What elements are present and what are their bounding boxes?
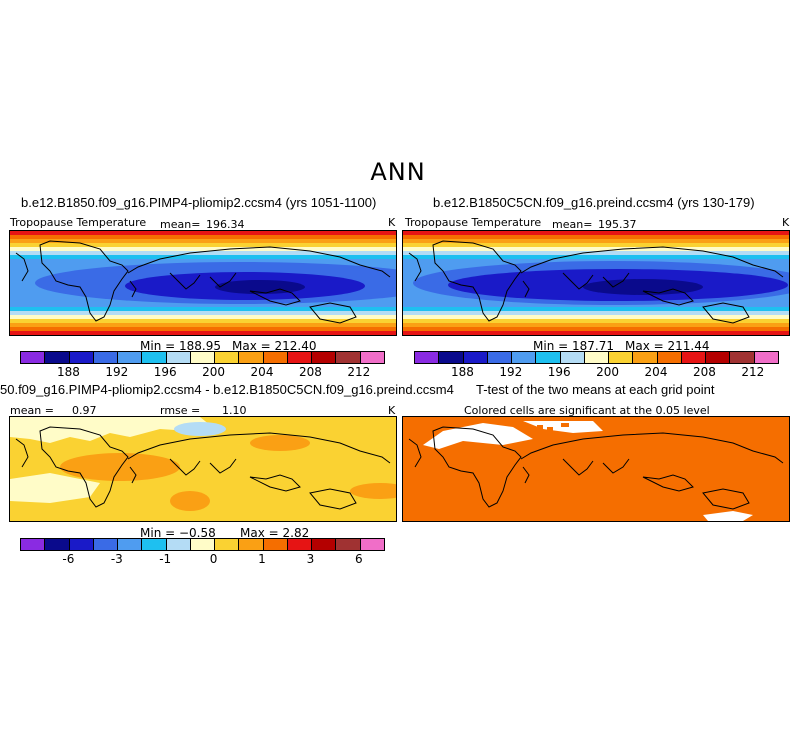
colorbar-tick-label: 192 [499, 365, 523, 379]
colorbar-tick-label: 208 [298, 365, 322, 379]
panel3-map [9, 416, 397, 522]
colorbar-tick-label: -6 [62, 552, 75, 566]
panel1-mean-value: 196.34 [206, 218, 245, 231]
colorbar-tick-label: 192 [105, 365, 129, 379]
panel1-variable: Tropopause Temperature [10, 216, 147, 229]
panel3-colorbar [20, 538, 385, 551]
colorbar-swatch [263, 352, 288, 363]
colorbar-tick-label: 208 [692, 365, 716, 379]
panel2-units: K [782, 216, 790, 229]
colorbar-swatch [166, 352, 191, 363]
panel3-rmse-label: rmse = [160, 404, 201, 417]
colorbar-tick-label: 204 [644, 365, 668, 379]
panel2-map [402, 230, 790, 336]
colorbar-swatch [609, 352, 634, 363]
colorbar-swatch [730, 352, 755, 363]
colorbar-swatch [69, 539, 94, 550]
panel1-mean-label: mean= [160, 218, 201, 231]
colorbar-swatch [633, 352, 658, 363]
colorbar-swatch [415, 352, 440, 363]
colorbar-swatch [21, 352, 46, 363]
colorbar-swatch [118, 539, 143, 550]
colorbar-tick-label: 196 [153, 365, 177, 379]
colorbar-swatch [215, 352, 240, 363]
colorbar-swatch [336, 539, 361, 550]
colorbar-swatch [360, 539, 384, 550]
colorbar-swatch [263, 539, 288, 550]
colorbar-swatch [312, 352, 337, 363]
colorbar-swatch [93, 539, 119, 550]
colorbar-swatch [118, 352, 143, 363]
colorbar-swatch [512, 352, 537, 363]
colorbar-swatch [190, 352, 216, 363]
colorbar-swatch [754, 352, 778, 363]
panel4-title: T-test of the two means at each grid poi… [476, 382, 715, 397]
colorbar-swatch [45, 352, 70, 363]
colorbar-tick-label: 188 [56, 365, 80, 379]
colorbar-tick-label: 204 [250, 365, 274, 379]
panel2-title: b.e12.B1850C5CN.f09_g16.preind.ccsm4 (yr… [433, 195, 755, 210]
colorbar-swatch [360, 352, 384, 363]
panel3-title: 50.f09_g16.PIMP4-pliomip2.ccsm4 - b.e12.… [0, 382, 454, 397]
colorbar-tick-label: -1 [159, 552, 172, 566]
colorbar-swatch [287, 352, 313, 363]
colorbar-swatch [239, 352, 264, 363]
colorbar-swatch [45, 539, 70, 550]
panel1-max: Max = 212.40 [232, 339, 317, 353]
colorbar-swatch [190, 539, 216, 550]
colorbar-swatch [142, 352, 167, 363]
colorbar-swatch [93, 352, 119, 363]
colorbar-tick-label: 1 [258, 552, 266, 566]
colorbar-swatch [312, 539, 337, 550]
colorbar-swatch [166, 539, 191, 550]
panel3-rmse-value: 1.10 [222, 404, 247, 417]
colorbar-swatch [21, 539, 46, 550]
colorbar-swatch [336, 352, 361, 363]
colorbar-tick-label: 196 [547, 365, 571, 379]
colorbar-swatch [239, 539, 264, 550]
panel2-min: Min = 187.71 [533, 339, 614, 353]
panel1-map [9, 230, 397, 336]
colorbar-swatch [142, 539, 167, 550]
panel3-units: K [388, 404, 396, 417]
panel2-max: Max = 211.44 [625, 339, 710, 353]
colorbar-swatch [584, 352, 610, 363]
panel2-mean-label: mean= [552, 218, 593, 231]
colorbar-swatch [439, 352, 464, 363]
panel4-subtitle: Colored cells are significant at the 0.0… [464, 404, 710, 417]
colorbar-tick-label: 212 [741, 365, 765, 379]
panel3-mean-value: 0.97 [72, 404, 97, 417]
colorbar-tick-label: 212 [347, 365, 371, 379]
colorbar-swatch [287, 539, 313, 550]
panel3-mean-label: mean = [10, 404, 54, 417]
panel4-map [402, 416, 790, 522]
colorbar-tick-label: 200 [202, 365, 226, 379]
panel1-min: Min = 188.95 [140, 339, 221, 353]
panel1-colorbar [20, 351, 385, 364]
colorbar-swatch [536, 352, 561, 363]
colorbar-swatch [657, 352, 682, 363]
colorbar-tick-label: 188 [450, 365, 474, 379]
colorbar-tick-label: 3 [306, 552, 315, 566]
colorbar-swatch [69, 352, 94, 363]
panel2-variable: Tropopause Temperature [405, 216, 542, 229]
panel3-min: Min = −0.58 [140, 526, 216, 540]
colorbar-tick-label: 200 [596, 365, 620, 379]
colorbar-swatch [681, 352, 707, 363]
colorbar-swatch [560, 352, 585, 363]
colorbar-tick-label: -3 [110, 552, 123, 566]
panel1-title: b.e12.B1850.f09_g16.PIMP4-pliomip2.ccsm4… [21, 195, 377, 210]
colorbar-swatch [215, 539, 240, 550]
colorbar-swatch [706, 352, 731, 363]
colorbar-swatch [463, 352, 488, 363]
panel3-max: Max = 2.82 [240, 526, 310, 540]
panel2-mean-value: 195.37 [598, 218, 637, 231]
colorbar-swatch [487, 352, 513, 363]
panel1-units: K [388, 216, 396, 229]
colorbar-tick-label: 6 [354, 552, 363, 566]
page-title: ANN [370, 158, 426, 186]
panel2-colorbar [414, 351, 779, 364]
colorbar-tick-label: 0 [209, 552, 218, 566]
